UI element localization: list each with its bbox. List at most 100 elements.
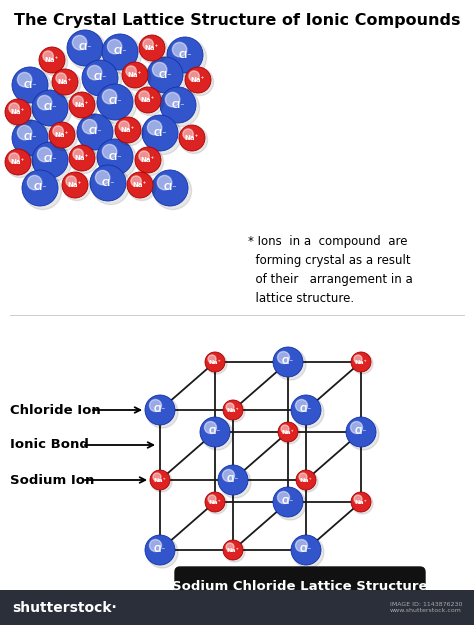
- Circle shape: [274, 349, 306, 380]
- Circle shape: [279, 423, 300, 444]
- Circle shape: [79, 116, 117, 154]
- Circle shape: [128, 173, 155, 201]
- Circle shape: [273, 347, 303, 377]
- Circle shape: [64, 173, 91, 201]
- Text: Cl⁻: Cl⁻: [163, 184, 177, 192]
- Circle shape: [82, 119, 97, 134]
- Circle shape: [291, 535, 321, 565]
- Text: Cl⁻: Cl⁻: [300, 406, 312, 414]
- Text: lattice structure.: lattice structure.: [248, 292, 354, 305]
- Circle shape: [90, 165, 126, 201]
- Circle shape: [95, 171, 110, 185]
- Circle shape: [69, 145, 95, 171]
- Text: Cl⁻: Cl⁻: [101, 179, 115, 187]
- Circle shape: [354, 355, 362, 363]
- Circle shape: [153, 473, 161, 481]
- Text: Na⁺: Na⁺: [75, 102, 89, 108]
- Circle shape: [5, 149, 31, 175]
- Circle shape: [208, 355, 216, 363]
- Circle shape: [185, 67, 211, 93]
- Circle shape: [224, 401, 245, 422]
- Circle shape: [6, 150, 34, 178]
- Circle shape: [18, 72, 32, 87]
- Circle shape: [53, 126, 64, 136]
- Circle shape: [179, 125, 205, 151]
- Text: Na⁺: Na⁺: [45, 57, 59, 63]
- Circle shape: [9, 103, 19, 113]
- FancyBboxPatch shape: [175, 567, 425, 607]
- Circle shape: [69, 92, 95, 118]
- Circle shape: [299, 473, 307, 481]
- Text: Na⁺: Na⁺: [154, 478, 166, 482]
- Circle shape: [147, 57, 183, 93]
- Circle shape: [189, 71, 199, 81]
- Circle shape: [32, 142, 68, 178]
- Circle shape: [222, 469, 235, 481]
- Circle shape: [43, 51, 53, 61]
- Text: Cl⁻: Cl⁻: [178, 51, 192, 59]
- Text: Cl⁻: Cl⁻: [154, 546, 166, 554]
- Circle shape: [206, 353, 227, 374]
- Circle shape: [297, 471, 318, 492]
- Circle shape: [52, 69, 78, 95]
- Circle shape: [5, 99, 31, 125]
- Circle shape: [153, 62, 167, 77]
- Text: Na⁺: Na⁺: [55, 132, 69, 138]
- Circle shape: [186, 68, 214, 96]
- Circle shape: [219, 466, 251, 498]
- Text: Na⁺: Na⁺: [68, 182, 82, 188]
- Circle shape: [137, 148, 164, 176]
- Circle shape: [108, 39, 122, 54]
- Circle shape: [180, 126, 208, 154]
- Text: Cl⁻: Cl⁻: [88, 127, 102, 136]
- Circle shape: [160, 87, 196, 123]
- Circle shape: [92, 167, 129, 204]
- Text: Cl⁻: Cl⁻: [282, 357, 294, 366]
- Circle shape: [135, 87, 161, 113]
- Circle shape: [140, 36, 168, 64]
- Circle shape: [149, 59, 187, 97]
- Circle shape: [102, 89, 117, 104]
- Circle shape: [137, 88, 164, 116]
- Circle shape: [70, 93, 98, 121]
- Text: Na⁺: Na⁺: [75, 155, 89, 161]
- Circle shape: [123, 63, 151, 91]
- Circle shape: [277, 351, 290, 364]
- Circle shape: [87, 66, 102, 80]
- Circle shape: [104, 36, 142, 74]
- Text: Na⁺: Na⁺: [11, 109, 25, 115]
- Circle shape: [295, 539, 308, 551]
- Circle shape: [73, 149, 83, 159]
- Circle shape: [295, 399, 308, 411]
- Circle shape: [24, 172, 62, 209]
- Circle shape: [183, 129, 193, 139]
- Circle shape: [277, 491, 290, 504]
- Text: Cl⁻: Cl⁻: [153, 129, 167, 138]
- Circle shape: [9, 153, 19, 163]
- Circle shape: [102, 144, 117, 159]
- Circle shape: [66, 176, 76, 186]
- Text: Cl⁻: Cl⁻: [23, 134, 37, 142]
- Circle shape: [126, 66, 137, 76]
- Text: Cl⁻: Cl⁻: [355, 428, 367, 436]
- Circle shape: [162, 89, 200, 127]
- Text: Na⁺: Na⁺: [58, 79, 72, 85]
- Circle shape: [144, 117, 182, 154]
- Text: Cl⁻: Cl⁻: [93, 74, 107, 82]
- Circle shape: [127, 172, 153, 198]
- Circle shape: [149, 399, 162, 411]
- Circle shape: [145, 535, 175, 565]
- Circle shape: [22, 170, 58, 206]
- Text: Cl⁻: Cl⁻: [108, 152, 122, 161]
- Circle shape: [142, 115, 178, 151]
- Circle shape: [34, 144, 72, 182]
- Circle shape: [208, 495, 216, 503]
- Text: Cl⁻: Cl⁻: [108, 98, 122, 106]
- Circle shape: [224, 541, 245, 562]
- Text: Cl⁻: Cl⁻: [78, 44, 92, 53]
- Circle shape: [34, 92, 72, 129]
- Circle shape: [205, 492, 225, 512]
- Circle shape: [149, 539, 162, 551]
- Circle shape: [18, 126, 32, 140]
- Circle shape: [223, 540, 243, 560]
